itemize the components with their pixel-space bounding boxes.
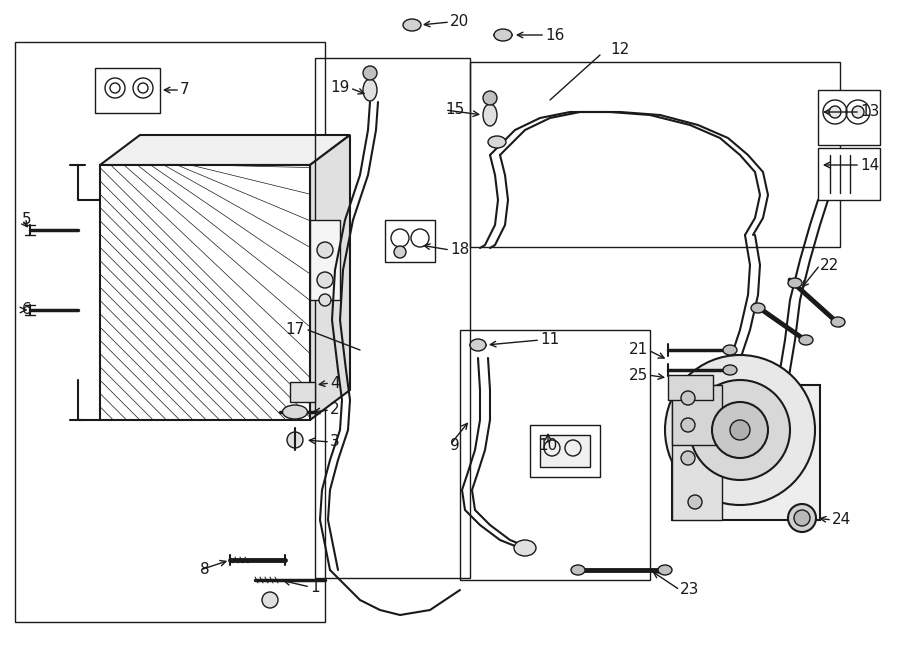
Text: 7: 7	[180, 83, 190, 97]
Circle shape	[681, 418, 695, 432]
Bar	[668, 375, 713, 400]
Text: 16: 16	[545, 28, 564, 42]
Bar	[470, 62, 840, 247]
Text: 9: 9	[450, 438, 460, 453]
Circle shape	[262, 592, 278, 608]
Text: 24: 24	[832, 512, 851, 528]
Ellipse shape	[723, 365, 737, 375]
Bar	[460, 330, 650, 580]
Text: 2: 2	[330, 402, 339, 418]
Text: 17: 17	[286, 322, 305, 338]
Text: 18: 18	[450, 242, 469, 258]
Text: 3: 3	[330, 434, 340, 449]
Polygon shape	[672, 385, 820, 520]
Bar	[540, 435, 590, 467]
Bar	[310, 220, 340, 300]
Text: 4: 4	[330, 375, 339, 391]
Circle shape	[363, 66, 377, 80]
Circle shape	[852, 106, 864, 118]
Circle shape	[788, 504, 816, 532]
Text: 5: 5	[22, 213, 32, 228]
Text: 21: 21	[629, 342, 648, 357]
Text: 19: 19	[330, 81, 350, 95]
Ellipse shape	[514, 540, 536, 556]
Ellipse shape	[363, 79, 377, 101]
Bar	[818, 90, 880, 145]
Circle shape	[317, 272, 333, 288]
Circle shape	[690, 380, 790, 480]
Bar	[530, 425, 600, 477]
Ellipse shape	[483, 104, 497, 126]
Circle shape	[319, 294, 331, 306]
Text: 25: 25	[629, 367, 648, 383]
Bar	[385, 220, 435, 262]
Bar	[672, 385, 722, 520]
Circle shape	[688, 495, 702, 509]
Text: 10: 10	[538, 438, 558, 453]
Circle shape	[712, 402, 768, 458]
Ellipse shape	[799, 335, 813, 345]
Circle shape	[794, 510, 810, 526]
Circle shape	[665, 355, 815, 505]
Text: 11: 11	[540, 332, 559, 348]
Bar	[672, 385, 722, 445]
Ellipse shape	[723, 345, 737, 355]
Circle shape	[681, 451, 695, 465]
Text: 6: 6	[22, 303, 32, 318]
Circle shape	[394, 246, 406, 258]
Text: 13: 13	[860, 105, 879, 120]
Ellipse shape	[488, 136, 506, 148]
Ellipse shape	[494, 29, 512, 41]
Bar	[818, 148, 880, 200]
Bar	[15, 42, 325, 622]
Ellipse shape	[831, 317, 845, 327]
Text: 14: 14	[860, 158, 879, 173]
Circle shape	[317, 242, 333, 258]
Polygon shape	[310, 135, 350, 420]
Circle shape	[730, 420, 750, 440]
Text: 12: 12	[610, 42, 630, 58]
Ellipse shape	[283, 405, 308, 419]
Polygon shape	[100, 135, 350, 165]
Bar	[95, 68, 160, 113]
Text: 22: 22	[820, 258, 839, 273]
Bar	[315, 58, 470, 578]
Text: 23: 23	[680, 583, 699, 598]
Text: 8: 8	[200, 563, 210, 577]
Ellipse shape	[403, 19, 421, 31]
Circle shape	[483, 91, 497, 105]
Ellipse shape	[658, 565, 672, 575]
Text: 15: 15	[445, 103, 464, 117]
Text: 1: 1	[310, 579, 320, 594]
Ellipse shape	[751, 303, 765, 313]
Circle shape	[681, 391, 695, 405]
Circle shape	[287, 432, 303, 448]
Ellipse shape	[788, 278, 802, 288]
Circle shape	[829, 106, 841, 118]
Bar	[290, 382, 315, 402]
Ellipse shape	[470, 339, 486, 351]
Text: 20: 20	[450, 15, 469, 30]
Polygon shape	[100, 165, 310, 420]
Ellipse shape	[571, 565, 585, 575]
